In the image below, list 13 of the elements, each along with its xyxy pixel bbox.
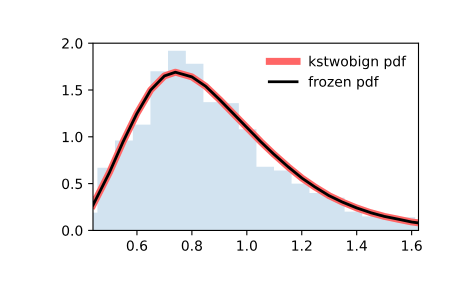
x-tick-label: 1.4 [347,240,367,251]
y-tick-label: 1.0 [62,132,82,142]
x-tick-label: 1.0 [237,240,257,251]
y-tick-label: 1.5 [62,85,82,96]
y-tick-label: 2.0 [62,38,82,49]
legend-label: kstwobign pdf [309,56,406,70]
x-tick-label: 1.6 [402,240,422,251]
legend-label: frozen pdf [308,76,379,90]
x-tick-label: 0.8 [182,240,202,251]
y-tick-label: 0.5 [62,178,82,190]
y-tick-label: 0.0 [62,225,82,236]
x-tick-label: 0.6 [126,240,148,251]
x-tick-label: 1.2 [292,240,312,251]
